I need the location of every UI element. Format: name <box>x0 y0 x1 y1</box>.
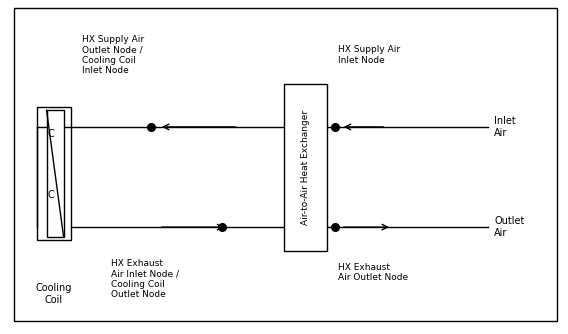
Text: HX Exhaust
Air Inlet Node /
Cooling Coil
Outlet Node: HX Exhaust Air Inlet Node / Cooling Coil… <box>111 259 179 299</box>
Text: HX Exhaust
Air Outlet Node: HX Exhaust Air Outlet Node <box>338 263 408 282</box>
Text: Cooling
Coil: Cooling Coil <box>36 283 72 305</box>
Bar <box>284 84 327 250</box>
Text: HX Supply Air
Inlet Node: HX Supply Air Inlet Node <box>338 45 400 65</box>
Text: C: C <box>48 190 55 200</box>
Text: Inlet
Air: Inlet Air <box>494 116 516 138</box>
Bar <box>47 110 64 237</box>
Bar <box>37 107 71 240</box>
Text: Air-to-Air Heat Exchanger: Air-to-Air Heat Exchanger <box>301 110 310 224</box>
Text: HX Supply Air
Outlet Node /
Cooling Coil
Inlet Node: HX Supply Air Outlet Node / Cooling Coil… <box>82 35 144 75</box>
Text: C: C <box>48 129 55 139</box>
Text: Outlet
Air: Outlet Air <box>494 216 524 238</box>
